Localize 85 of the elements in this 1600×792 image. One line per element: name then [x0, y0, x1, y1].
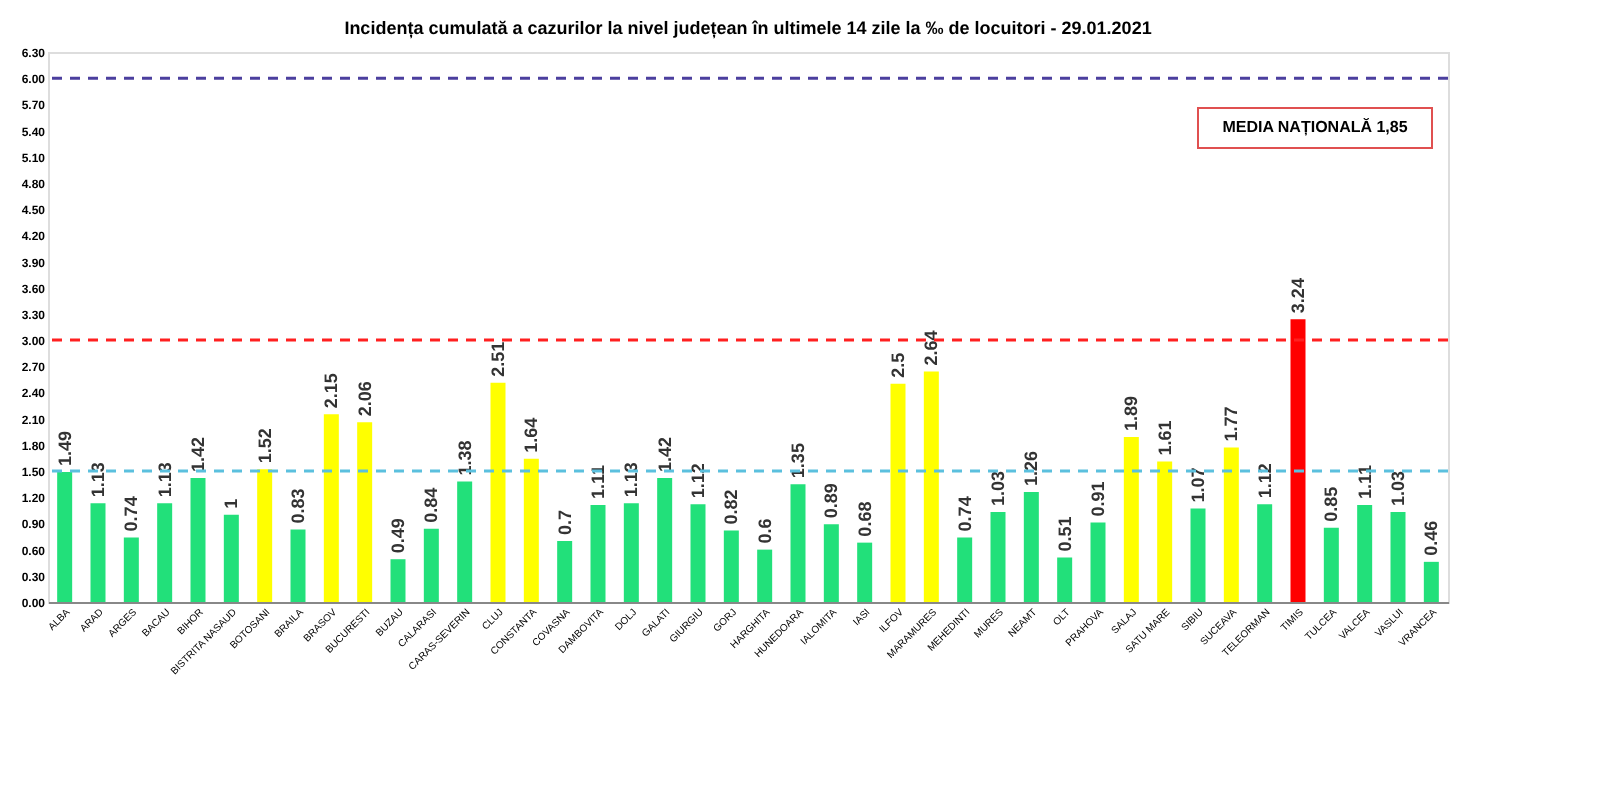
bar: [790, 484, 806, 602]
bar: [1157, 461, 1173, 602]
data-label: 1.35: [788, 443, 808, 479]
data-label: 0.74: [954, 496, 975, 532]
bar: [1290, 319, 1306, 602]
data-label: 1.11: [1354, 465, 1375, 500]
annotation: MEDIA NAȚIONALĂ 1,85: [1222, 116, 1409, 136]
bar: [190, 478, 206, 602]
bar: [1423, 561, 1439, 602]
data-label: 2.5: [888, 352, 908, 378]
bar: [1190, 508, 1206, 602]
data-label: 1.13: [621, 462, 642, 498]
bar: [890, 383, 906, 602]
bar: [1223, 447, 1239, 602]
bar: [690, 504, 706, 602]
bar: [923, 371, 939, 602]
data-label: 0.74: [121, 496, 142, 532]
data-label: 1.38: [454, 440, 475, 476]
data-label: 0.68: [854, 501, 875, 537]
data-label: 1.52: [254, 428, 275, 464]
bar: [857, 542, 873, 602]
bar: [123, 537, 139, 602]
data-label: 2.64: [921, 330, 942, 366]
bar: [57, 471, 73, 602]
bar: [290, 529, 306, 602]
data-label: 1.42: [654, 436, 675, 473]
data-label: 0.89: [821, 483, 842, 519]
data-label: 0.51: [1054, 516, 1075, 552]
data-label: 1.42: [188, 436, 208, 473]
data-label: 1.07: [1188, 467, 1208, 503]
bar: [723, 530, 739, 602]
data-label: 3.24: [1288, 278, 1308, 314]
data-label: 0.49: [388, 518, 408, 554]
data-label: 0.7: [554, 509, 575, 535]
bar: [1123, 437, 1139, 602]
bar: [323, 414, 339, 602]
bar: [1390, 512, 1406, 602]
data-label: 0.83: [288, 488, 308, 524]
bar: [1057, 557, 1073, 602]
bar: [557, 540, 573, 602]
bar: [223, 514, 239, 602]
data-label: 1.61: [1154, 420, 1175, 456]
bar: [1090, 522, 1106, 602]
bar: [1323, 527, 1339, 602]
data-label: 1.12: [1254, 463, 1275, 499]
bar: [757, 549, 773, 602]
data-label: 1.49: [54, 430, 75, 466]
bar: [590, 505, 606, 602]
data-label: 1.13: [154, 462, 175, 498]
bar: [257, 469, 273, 602]
data-label: 1.64: [521, 417, 542, 453]
data-label: 0.91: [1088, 481, 1108, 517]
data-label: 0.84: [421, 487, 442, 523]
data-label: 1.26: [1021, 450, 1042, 486]
bar: [1023, 492, 1039, 602]
data-label: 2.15: [321, 373, 342, 409]
bar: [157, 503, 173, 602]
data-label: 2.06: [354, 381, 375, 417]
bar: [490, 382, 506, 602]
data-label: 1.89: [1121, 395, 1142, 431]
data-label: 0.6: [754, 518, 775, 544]
chart-title: Incidența cumulată a cazurilor la nivel județean în ultimele 14 zile la ‰ de locuitori - 29.01.2021: [344, 18, 1152, 40]
bar: [623, 503, 639, 602]
data-label: 0.85: [1321, 486, 1342, 522]
data-label: 2.51: [488, 341, 508, 377]
bar: [657, 478, 673, 602]
data-label: 0.46: [1421, 520, 1442, 556]
bar: [423, 528, 439, 602]
bar: [457, 481, 473, 602]
data-label: 1.12: [688, 463, 708, 499]
bar: [1357, 505, 1373, 602]
bar: [90, 503, 106, 602]
data-label: 1.77: [1221, 406, 1242, 442]
bar: [1257, 504, 1273, 602]
bar: [357, 422, 373, 602]
bar: [390, 559, 406, 602]
bar: [957, 537, 973, 602]
data-label: 1: [221, 498, 242, 509]
data-label: 1.03: [988, 471, 1008, 507]
bar: [990, 512, 1006, 602]
bar: [823, 524, 839, 602]
bar: [523, 458, 539, 602]
data-label: 1.13: [88, 462, 108, 498]
data-label: 1.03: [1388, 471, 1408, 507]
data-label: 0.82: [721, 489, 742, 525]
